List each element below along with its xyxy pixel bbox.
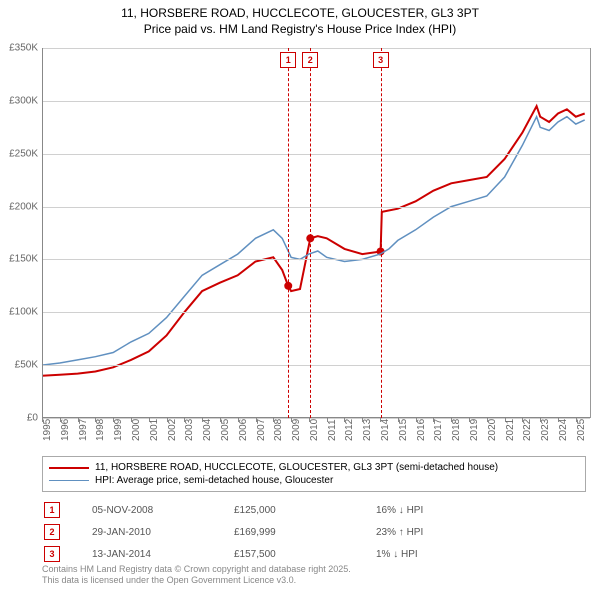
legend-item: 11, HORSBERE ROAD, HUCCLECOTE, GLOUCESTE… [49,461,579,474]
event-badge: 1 [44,502,60,518]
footer-line2: This data is licensed under the Open Gov… [42,575,351,586]
x-tick-label: 2001 [149,419,160,441]
event-row: 2 29-JAN-2010£169,99923% ↑ HPI [44,522,423,542]
x-tick-label: 2022 [522,419,533,441]
x-tick-label: 2006 [238,419,249,441]
events-table: 1 05-NOV-2008£125,00016% ↓ HPI 2 29-JAN-201… [42,498,425,566]
x-tick-label: 2003 [184,419,195,441]
grid-line [42,312,590,313]
x-tick-label: 2000 [131,419,142,441]
legend: 11, HORSBERE ROAD, HUCCLECOTE, GLOUCESTE… [42,456,586,492]
x-tick-label: 2002 [167,419,178,441]
grid-line [42,259,590,260]
y-tick-label: £150K [0,254,38,265]
x-tick-label: 2024 [558,419,569,441]
y-tick-label: £200K [0,201,38,212]
event-marker-badge: 3 [373,52,389,68]
legend-label: 11, HORSBERE ROAD, HUCCLECOTE, GLOUCESTE… [95,462,498,473]
x-tick-label: 2014 [380,419,391,441]
x-tick-label: 2008 [273,419,284,441]
event-date: 05-NOV-2008 [92,500,232,520]
chart-container: 11, HORSBERE ROAD, HUCCLECOTE, GLOUCESTE… [0,0,600,590]
chart-plot-area: £0£50K£100K£150K£200K£250K£300K£350K1995… [42,48,591,418]
grid-line [42,207,590,208]
y-tick-label: £300K [0,95,38,106]
x-tick-label: 2012 [344,419,355,441]
event-marker-line [381,48,382,418]
x-tick-label: 1995 [42,419,53,441]
title-line1: 11, HORSBERE ROAD, HUCCLECOTE, GLOUCESTE… [0,6,600,22]
grid-line [42,154,590,155]
title-line2: Price paid vs. HM Land Registry's House … [0,22,600,38]
grid-line [42,48,590,49]
event-marker-line [310,48,311,418]
x-tick-label: 2019 [469,419,480,441]
event-badge: 2 [44,524,60,540]
x-tick-label: 1997 [78,419,89,441]
event-price: £157,500 [234,544,374,564]
legend-swatch [49,467,89,469]
x-tick-label: 2018 [451,419,462,441]
x-tick-label: 2010 [309,419,320,441]
legend-item: HPI: Average price, semi-detached house,… [49,474,579,487]
y-tick-label: £50K [0,360,38,371]
event-row: 3 13-JAN-2014£157,5001% ↓ HPI [44,544,423,564]
chart-svg [42,48,590,418]
x-tick-label: 1999 [113,419,124,441]
grid-line [42,365,590,366]
y-tick-label: £100K [0,307,38,318]
event-marker-badge: 2 [302,52,318,68]
event-row: 1 05-NOV-2008£125,00016% ↓ HPI [44,500,423,520]
x-tick-label: 2016 [416,419,427,441]
y-tick-label: £250K [0,148,38,159]
event-delta: 23% ↑ HPI [376,522,423,542]
grid-line [42,101,590,102]
series-price_paid [42,106,585,376]
x-tick-label: 2015 [398,419,409,441]
x-tick-label: 2005 [220,419,231,441]
y-tick-label: £350K [0,43,38,54]
x-tick-label: 2004 [202,419,213,441]
x-tick-label: 1996 [60,419,71,441]
x-tick-label: 2021 [505,419,516,441]
legend-swatch [49,480,89,481]
x-tick-label: 2007 [256,419,267,441]
x-tick-label: 2020 [487,419,498,441]
chart-title: 11, HORSBERE ROAD, HUCCLECOTE, GLOUCESTE… [0,0,600,37]
x-tick-label: 2009 [291,419,302,441]
event-date: 13-JAN-2014 [92,544,232,564]
legend-label: HPI: Average price, semi-detached house,… [95,475,333,486]
footer: Contains HM Land Registry data © Crown c… [42,564,351,586]
y-tick-label: £0 [0,413,38,424]
x-tick-label: 2025 [576,419,587,441]
event-badge: 3 [44,546,60,562]
event-date: 29-JAN-2010 [92,522,232,542]
x-tick-label: 2017 [433,419,444,441]
event-delta: 16% ↓ HPI [376,500,423,520]
event-price: £169,999 [234,522,374,542]
event-price: £125,000 [234,500,374,520]
event-delta: 1% ↓ HPI [376,544,423,564]
event-marker-badge: 1 [280,52,296,68]
x-tick-label: 1998 [95,419,106,441]
x-tick-label: 2011 [327,419,338,441]
x-tick-label: 2013 [362,419,373,441]
event-marker-line [288,48,289,418]
footer-line1: Contains HM Land Registry data © Crown c… [42,564,351,575]
x-tick-label: 2023 [540,419,551,441]
